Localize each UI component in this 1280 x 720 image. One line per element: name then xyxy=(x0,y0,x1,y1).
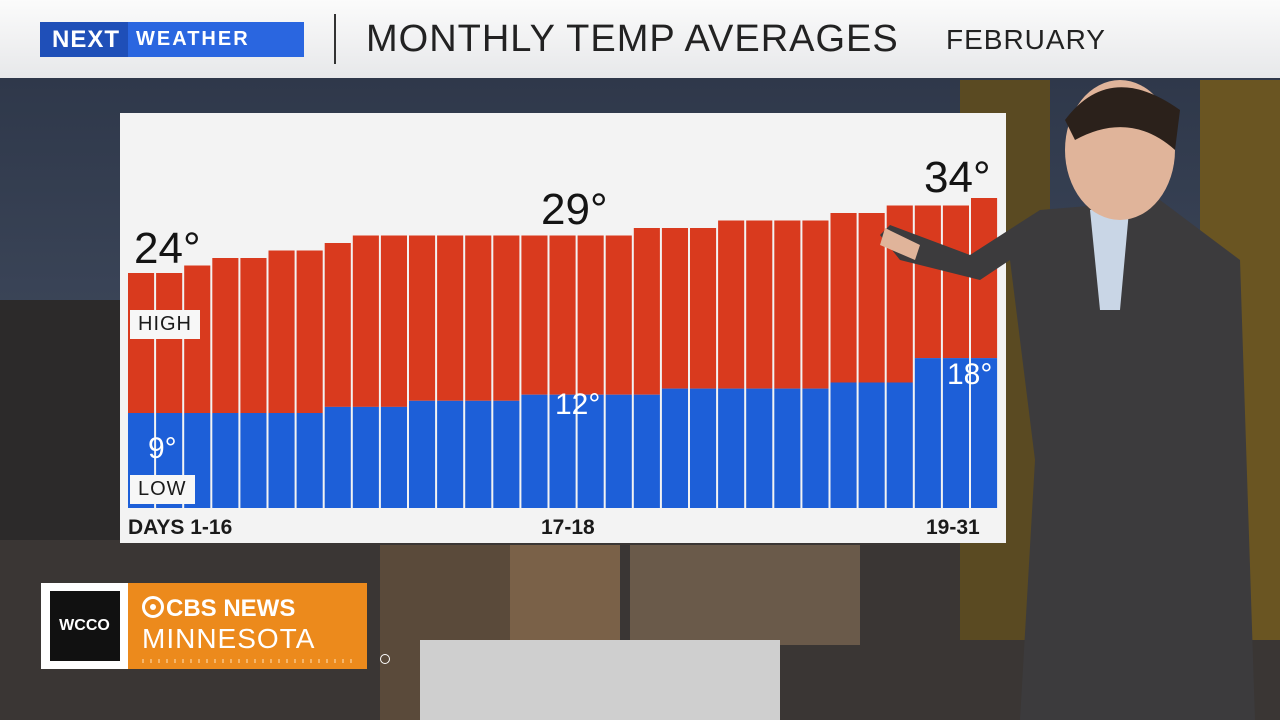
low-bar xyxy=(324,406,351,508)
market-name: MINNESOTA xyxy=(142,623,316,654)
low-bar xyxy=(437,400,464,508)
high-bar xyxy=(577,235,604,395)
low-bar xyxy=(521,394,548,508)
network-box: CBS NEWS MINNESOTA xyxy=(128,583,390,669)
logo-weather-text: WEATHER xyxy=(128,22,304,57)
high-bar xyxy=(437,235,464,401)
high-bar xyxy=(914,205,941,359)
high-bar xyxy=(240,258,267,413)
low-bar xyxy=(774,388,801,508)
high-start-label: 24° xyxy=(134,224,201,273)
high-bar xyxy=(324,243,351,407)
high-bar xyxy=(493,235,520,401)
network-name: CBS NEWS xyxy=(166,595,296,622)
high-end-label: 34° xyxy=(924,153,991,202)
high-bar xyxy=(268,250,295,413)
high-bar xyxy=(409,235,436,401)
low-bar xyxy=(380,406,407,508)
low-bar xyxy=(633,394,660,508)
cbs-eye-icon xyxy=(142,596,164,618)
low-bar xyxy=(886,382,913,508)
low-bar xyxy=(661,388,688,508)
low-bar xyxy=(352,406,379,508)
next-weather-logo: NEXT WEATHER xyxy=(40,22,304,57)
high-bar xyxy=(605,235,632,395)
high-bar xyxy=(774,220,801,389)
legend-high: HIGH xyxy=(130,310,200,339)
chart-panel: 24° 29° 34° 9° 12° 18° DAYS 1-16 17-18 1… xyxy=(120,113,1006,543)
low-bar xyxy=(465,400,492,508)
low-bar xyxy=(690,388,717,508)
dotted-line-decoration xyxy=(142,659,352,663)
low-bar xyxy=(971,358,998,508)
station-bug: WCCO CBS NEWS MINNESOTA xyxy=(41,583,390,669)
low-bar xyxy=(746,388,773,508)
high-bar xyxy=(830,213,857,383)
high-bar xyxy=(212,258,239,413)
header-bar: NEXT WEATHER MONTHLY TEMP AVERAGES FEBRU… xyxy=(0,0,1280,78)
high-series xyxy=(128,198,998,413)
low-bar xyxy=(830,382,857,508)
low-bar xyxy=(409,400,436,508)
x-tick-start: DAYS 1-16 xyxy=(128,516,232,539)
station-logo: WCCO xyxy=(49,591,120,661)
low-bar xyxy=(858,382,885,508)
high-bar xyxy=(465,235,492,401)
high-bar xyxy=(380,235,407,407)
low-bar xyxy=(493,400,520,508)
circle-decoration xyxy=(380,654,390,664)
low-bar xyxy=(549,394,576,508)
high-bar xyxy=(521,235,548,395)
x-tick-mid: 17-18 xyxy=(541,516,595,539)
high-bar xyxy=(661,228,688,389)
low-bar xyxy=(296,413,323,508)
high-bar xyxy=(633,228,660,395)
low-bar xyxy=(914,358,941,508)
high-bar xyxy=(858,213,885,383)
logo-next-text: NEXT xyxy=(40,22,129,57)
low-start-label: 9° xyxy=(148,432,177,465)
page-title: MONTHLY TEMP AVERAGES xyxy=(366,18,899,60)
low-bar xyxy=(718,388,745,508)
low-bar xyxy=(577,394,604,508)
high-mid-label: 29° xyxy=(541,185,608,234)
legend-low: LOW xyxy=(130,475,195,504)
high-bar xyxy=(746,220,773,389)
temperature-bar-chart: 24° 29° 34° 9° 12° 18° DAYS 1-16 17-18 1… xyxy=(128,153,998,539)
x-tick-end: 19-31 xyxy=(926,516,980,539)
high-bar xyxy=(942,205,969,359)
high-bar xyxy=(718,220,745,389)
low-bar xyxy=(268,413,295,508)
high-bar xyxy=(690,228,717,389)
header-divider xyxy=(334,14,336,64)
low-bar xyxy=(942,358,969,508)
high-bar xyxy=(184,265,211,413)
high-bar xyxy=(128,273,155,413)
station-logo-box: WCCO xyxy=(41,583,128,669)
low-series xyxy=(128,358,998,508)
low-bar xyxy=(802,388,829,508)
low-end-label: 18° xyxy=(947,358,992,391)
high-bar xyxy=(352,235,379,407)
high-bar xyxy=(802,220,829,389)
high-bar xyxy=(156,273,183,413)
high-bar xyxy=(296,250,323,413)
low-bar xyxy=(605,394,632,508)
low-mid-label: 12° xyxy=(555,388,600,421)
high-bar xyxy=(549,235,576,395)
presenter-figure xyxy=(880,80,1255,720)
month-label: FEBRUARY xyxy=(946,24,1106,55)
low-bar xyxy=(240,413,267,508)
low-bar xyxy=(212,413,239,508)
